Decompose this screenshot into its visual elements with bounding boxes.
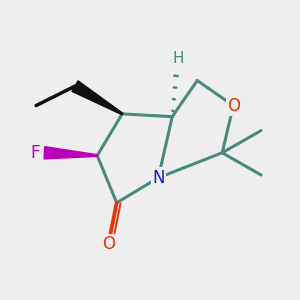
Polygon shape: [44, 147, 97, 159]
Polygon shape: [72, 81, 123, 115]
Text: N: N: [152, 169, 165, 187]
Text: H: H: [172, 51, 184, 66]
Text: O: O: [227, 97, 240, 115]
Text: F: F: [30, 144, 40, 162]
Text: O: O: [102, 236, 115, 253]
